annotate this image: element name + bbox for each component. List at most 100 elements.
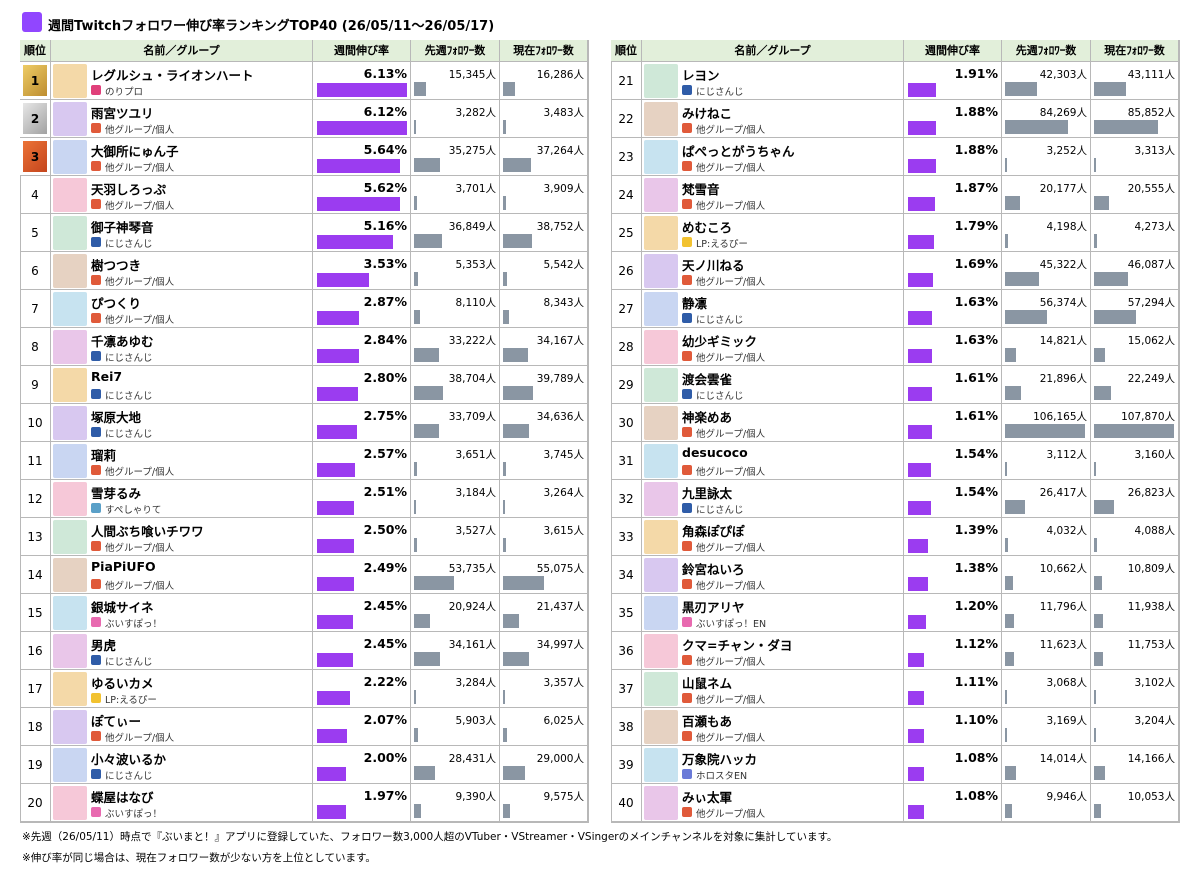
rate-cell [313, 594, 411, 632]
name-cell [51, 670, 313, 708]
rate-cell [904, 62, 1002, 100]
group-icon [682, 351, 692, 361]
curr-cell [1091, 328, 1179, 366]
column-header: 順位 [20, 40, 51, 62]
prev-cell [411, 784, 500, 822]
avatar [644, 748, 678, 782]
prev-followers: 3,282人 [455, 107, 496, 119]
prev-followers: 56,374人 [1039, 297, 1087, 309]
rate-cell [313, 100, 411, 138]
rate: 1.61% [954, 408, 998, 423]
name-cell [51, 594, 313, 632]
curr-cell [1091, 632, 1179, 670]
rate: 2.49% [363, 560, 407, 575]
rate-cell [313, 518, 411, 556]
avatar [53, 254, 87, 288]
group: 他グループ/個人 [696, 657, 766, 668]
curr-bar [503, 538, 506, 552]
rank: 2 [20, 100, 51, 138]
name-cell [51, 404, 313, 442]
group-icon [682, 389, 692, 399]
name-cell [51, 176, 313, 214]
curr-cell [1091, 556, 1179, 594]
group-icon [682, 427, 692, 437]
group: 他グループ/個人 [696, 277, 766, 288]
rate-cell [313, 670, 411, 708]
rate-cell [313, 442, 411, 480]
prev-followers: 20,924人 [448, 601, 496, 613]
group: 他グループ/個人 [696, 125, 766, 136]
rate-bar [908, 387, 932, 401]
name: 幼少ギミック [682, 334, 758, 349]
curr-bar [503, 82, 516, 96]
curr-bar [1094, 538, 1098, 552]
prev-followers: 14,821人 [1039, 335, 1087, 347]
name-cell [642, 252, 904, 290]
rate-bar [908, 121, 936, 135]
curr-cell [1091, 214, 1179, 252]
curr-bar [503, 804, 511, 818]
curr-cell [500, 746, 588, 784]
rate-bar [908, 805, 924, 819]
rate-cell [313, 252, 411, 290]
prev-bar [414, 386, 444, 400]
curr-bar [1094, 690, 1097, 704]
curr-cell [500, 442, 588, 480]
group-icon [682, 275, 692, 285]
rate: 5.16% [363, 218, 407, 233]
rank: 29 [611, 366, 642, 404]
rate-bar [317, 425, 358, 439]
name: ゆるいカメ [91, 676, 154, 691]
rate-cell [904, 366, 1002, 404]
prev-followers: 3,068人 [1046, 677, 1087, 689]
group: にじさんじ [105, 391, 153, 402]
name: Rei7 [91, 369, 123, 384]
rate-cell [313, 480, 411, 518]
rate: 1.87% [954, 180, 998, 195]
name: 大御所にゅん子 [91, 144, 179, 159]
rate-cell [904, 480, 1002, 518]
rate-cell [313, 632, 411, 670]
name-cell [642, 594, 904, 632]
prev-bar [1005, 728, 1008, 742]
curr-followers: 9,575人 [543, 791, 584, 803]
rate: 1.11% [954, 674, 998, 689]
rate-bar [317, 577, 354, 591]
rank: 8 [20, 328, 51, 366]
rank: 30 [611, 404, 642, 442]
curr-cell [1091, 62, 1179, 100]
rate: 2.84% [363, 332, 407, 347]
group: 他グループ/個人 [696, 543, 766, 554]
name-cell [642, 138, 904, 176]
prev-bar [1005, 424, 1085, 438]
curr-bar [1094, 728, 1097, 742]
rank: 4 [20, 176, 51, 214]
curr-followers: 3,264人 [543, 487, 584, 499]
curr-bar [1094, 120, 1158, 134]
group-icon [682, 807, 692, 817]
prev-cell [1002, 328, 1091, 366]
rank: 28 [611, 328, 642, 366]
rate-bar [317, 691, 350, 705]
curr-followers: 11,938人 [1127, 601, 1175, 613]
prev-bar [1005, 234, 1009, 248]
group-icon [682, 693, 692, 703]
prev-followers: 21,896人 [1039, 373, 1087, 385]
avatar [644, 558, 678, 592]
prev-followers: 84,269人 [1039, 107, 1087, 119]
name: 男虎 [91, 638, 117, 653]
prev-cell [1002, 138, 1091, 176]
curr-bar [503, 386, 533, 400]
rank: 13 [20, 518, 51, 556]
curr-bar [503, 120, 506, 134]
prev-followers: 4,198人 [1046, 221, 1087, 233]
curr-followers: 34,997人 [536, 639, 584, 651]
prev-followers: 106,165人 [1033, 411, 1087, 423]
rate-bar [317, 501, 354, 515]
prev-followers: 20,177人 [1039, 183, 1087, 195]
curr-followers: 10,809人 [1127, 563, 1175, 575]
rate: 2.07% [363, 712, 407, 727]
group: 他グループ/個人 [696, 467, 766, 478]
rate: 2.87% [363, 294, 407, 309]
name: 百瀬もあ [682, 714, 733, 729]
